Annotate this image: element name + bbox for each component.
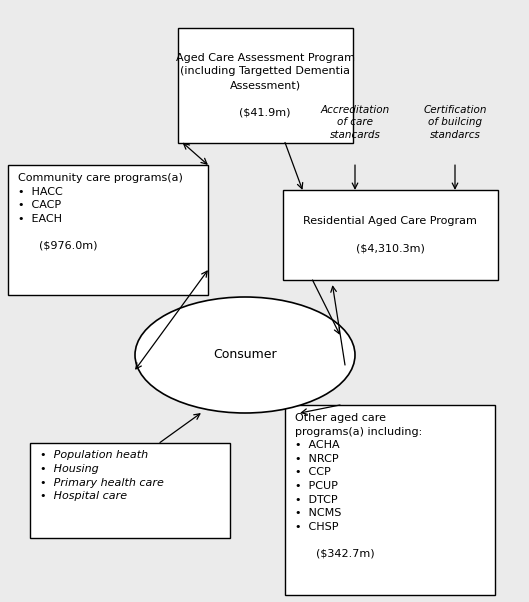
Text: Community care programs(a)
•  HACC
•  CACP
•  EACH

      ($976.0m): Community care programs(a) • HACC • CACP… — [18, 173, 183, 251]
Text: Consumer: Consumer — [213, 349, 277, 361]
Text: Residential Aged Care Program

($4,310.3m): Residential Aged Care Program ($4,310.3m… — [303, 216, 477, 253]
Bar — [30, 442, 230, 538]
Text: Certification
of builcing
standarcs: Certification of builcing standarcs — [423, 105, 487, 140]
Ellipse shape — [135, 297, 355, 413]
Text: Accreditation
of care
stancards: Accreditation of care stancards — [321, 105, 390, 140]
Text: Aged Care Assessment Program
(including Targetted Dementia
Assessment)

($41.9m): Aged Care Assessment Program (including … — [176, 53, 354, 117]
Bar — [178, 28, 352, 143]
Text: •  Population heath
•  Housing
•  Primary health care
•  Hospital care: • Population heath • Housing • Primary h… — [40, 450, 164, 501]
Bar — [285, 405, 495, 595]
Text: Other aged care
programs(a) including:
•  ACHA
•  NRCP
•  CCP
•  PCUP
•  DTCP
• : Other aged care programs(a) including: •… — [295, 413, 422, 559]
Bar — [8, 165, 208, 295]
Bar — [282, 190, 497, 280]
